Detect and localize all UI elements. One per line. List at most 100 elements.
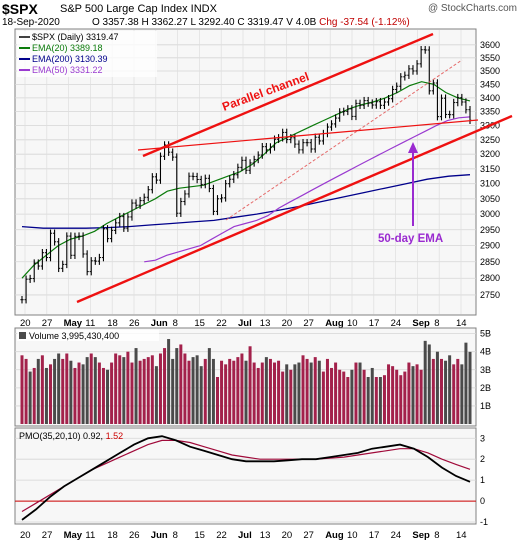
volume-bar xyxy=(452,364,456,424)
x-tick-label-bottom: 17 xyxy=(369,530,380,541)
x-tick-label-bottom: 10 xyxy=(347,530,358,541)
volume-bar xyxy=(350,369,354,424)
volume-bar xyxy=(321,371,325,424)
x-tick-label: 17 xyxy=(369,318,380,329)
volume-bar xyxy=(264,357,268,424)
volume-bar xyxy=(285,364,289,424)
quote-low: L 3292.40 xyxy=(190,17,235,28)
pmo-label: PMO(35,20,10) 0.92, 1.52 xyxy=(19,431,123,441)
volume-bar xyxy=(248,346,252,424)
price-y-tick-label: 3450 xyxy=(480,79,500,89)
volume-bar xyxy=(325,358,329,424)
volume-bar xyxy=(73,367,77,424)
volume-bar xyxy=(431,358,435,424)
volume-bar xyxy=(301,355,305,424)
x-tick-label: 27 xyxy=(42,318,53,329)
x-tick-label-bottom: 27 xyxy=(42,530,53,541)
volume-bar xyxy=(297,362,301,424)
volume-bar xyxy=(236,357,240,424)
volume-bar xyxy=(40,355,44,424)
index-name: S&P 500 Large Cap Index INDX xyxy=(60,3,217,15)
volume-bar xyxy=(53,358,57,424)
x-tick-label: 24 xyxy=(391,318,402,329)
volume-bar xyxy=(36,358,40,424)
volume-bar xyxy=(138,360,142,424)
pmo-panel-frame xyxy=(14,427,477,525)
ema50-annotation: 50-day EMA xyxy=(378,233,443,245)
volume-bar xyxy=(154,366,158,424)
pmo-panel: -1 0 1 2 3 PMO(35,20,10) 0.92, 1.52 xyxy=(14,427,488,527)
volume-bar xyxy=(460,364,464,424)
price-y-tick-label: 3500 xyxy=(480,66,500,76)
x-tick-label: 20 xyxy=(282,318,293,329)
channel-upper-line xyxy=(142,32,434,158)
volume-label-bg xyxy=(17,330,159,341)
price-y-tick-label: 3050 xyxy=(480,194,500,204)
volume-bar xyxy=(191,357,195,424)
x-tick-label: 22 xyxy=(216,318,227,329)
price-y-tick-label: 3550 xyxy=(480,53,500,63)
x-tick-label-bottom: Aug xyxy=(325,530,344,541)
x-tick-label-bottom: May xyxy=(64,530,83,541)
pmo-label-b: 1.52 xyxy=(106,431,124,441)
volume-bar xyxy=(126,351,130,424)
volume-bar xyxy=(354,362,358,424)
ema200-line xyxy=(21,174,471,229)
price-y-tick-label: 2950 xyxy=(480,225,500,235)
x-tick-label-bottom: 11 xyxy=(85,530,95,541)
volume-bar xyxy=(305,358,309,424)
x-tick-label: 8 xyxy=(173,318,178,329)
pmo-label-a: PMO(35,20,10) 0.92, xyxy=(19,431,103,441)
volume-bar xyxy=(20,355,24,424)
volume-bar xyxy=(419,369,423,424)
legend-ema50: EMA(50) 3331.22 xyxy=(32,65,103,75)
volume-bar xyxy=(146,357,150,424)
price-y-tick-label: 2800 xyxy=(480,273,500,283)
volume-bar xyxy=(317,360,321,424)
price-y-tick-label: 2900 xyxy=(480,241,500,251)
volume-bar xyxy=(273,362,277,424)
price-y-tick-label: 2850 xyxy=(480,257,500,267)
volume-bar xyxy=(260,362,264,424)
price-y-tick-label: 2750 xyxy=(480,290,500,300)
x-tick-label-bottom: 14 xyxy=(456,530,467,541)
pmo-y-tick-label: 2 xyxy=(480,454,485,464)
volume-bar xyxy=(468,351,472,424)
x-tick-label-bottom: 15 xyxy=(194,530,205,541)
x-tick-label: Sep xyxy=(412,318,430,329)
pmo-y-tick-label: 1 xyxy=(480,475,485,485)
x-tick-label: 10 xyxy=(347,318,358,329)
ema50-arrow-head xyxy=(408,142,418,153)
pmo-y-tick-label: -1 xyxy=(480,517,488,527)
watermark: @ StockCharts.com xyxy=(427,3,517,14)
channel-lower-line xyxy=(76,114,513,304)
volume-bar xyxy=(346,377,350,424)
channel-midline xyxy=(137,119,479,151)
volume-bar xyxy=(366,377,370,424)
x-tick-label: 27 xyxy=(303,318,314,329)
volume-bar xyxy=(423,340,427,424)
volume-bar xyxy=(134,348,138,424)
volume-bar xyxy=(175,348,179,424)
volume-bar xyxy=(130,362,134,424)
volume-bar xyxy=(268,358,272,424)
volume-bar xyxy=(464,342,468,424)
x-tick-label-bottom: Jun xyxy=(151,530,168,541)
ema50-line xyxy=(144,116,471,263)
volume-bar xyxy=(179,344,183,424)
volume-bar xyxy=(69,360,73,424)
volume-bar xyxy=(448,355,452,424)
x-tick-label-bottom: 8 xyxy=(173,530,178,541)
x-tick-label-bottom: 22 xyxy=(216,530,227,541)
trend-dashed-line xyxy=(225,59,463,221)
x-tick-label-bottom: 26 xyxy=(129,530,140,541)
volume-bar xyxy=(167,339,171,424)
volume-bar xyxy=(183,353,187,424)
volume-bar xyxy=(309,362,313,424)
quote-line: O 3357.38 H 3362.27 L 3292.40 C 3319.47 … xyxy=(92,17,410,28)
volume-bar xyxy=(444,360,448,424)
volume-bar xyxy=(215,377,219,424)
x-tick-label-bottom: 13 xyxy=(260,530,271,541)
volume-bar xyxy=(61,358,65,424)
volume-bar xyxy=(114,353,118,424)
